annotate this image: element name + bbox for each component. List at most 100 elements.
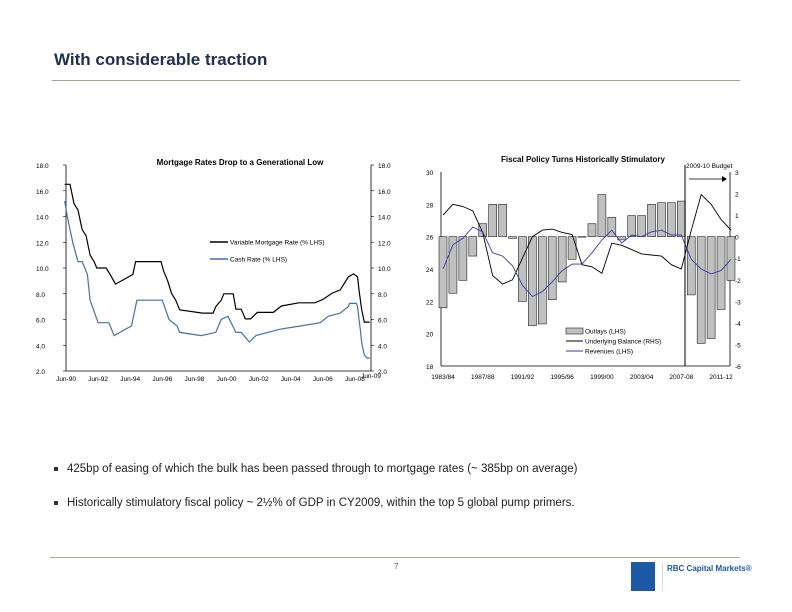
- y2-tick-label: 1: [735, 213, 739, 220]
- bar-outlays: [438, 236, 448, 309]
- slide-title: With considerable traction: [54, 50, 268, 69]
- x-tick-label: 2011-12: [709, 374, 733, 381]
- y2-tick-label: 10.0: [378, 266, 391, 273]
- x-tick-label: Jun-90: [56, 376, 76, 383]
- x-tick-label: Jun-00: [217, 376, 237, 383]
- bullet-marker: [54, 466, 58, 471]
- x-tick-label: Jun-98: [184, 376, 204, 383]
- y-tick-label: 10.0: [36, 266, 49, 273]
- y2-tick-label: 16.0: [378, 189, 391, 196]
- bar-outlays: [686, 236, 696, 296]
- y-tick-label: 14.0: [36, 215, 49, 222]
- bar-outlays: [547, 236, 557, 301]
- bar-outlays: [647, 204, 656, 237]
- bar-outlays: [597, 194, 607, 237]
- bar-outlays: [498, 204, 507, 237]
- bar-outlays: [508, 236, 517, 239]
- bar-outlays: [458, 236, 468, 281]
- y-tick-label: 18: [426, 364, 434, 371]
- rbc-logo: [631, 562, 655, 591]
- y2-tick-label: -3: [735, 299, 741, 306]
- bar-outlays: [696, 236, 706, 344]
- bar-outlays: [677, 200, 686, 237]
- chart-title: Fiscal Policy Turns Historically Stimula…: [501, 155, 665, 164]
- y2-tick-label: 12.0: [378, 240, 391, 247]
- x-tick-label: Jun-04: [281, 376, 301, 383]
- x-tick-label: Jun-92: [88, 376, 108, 383]
- legend-label: Revenues (LHS): [585, 349, 633, 356]
- y-tick-label: 16.0: [36, 189, 49, 196]
- logo-separator: [662, 563, 663, 591]
- y-tick-label: 26: [426, 235, 434, 242]
- y-tick-label: 28: [426, 202, 434, 209]
- y2-tick-label: 18.0: [378, 163, 391, 170]
- bar-outlays: [488, 204, 497, 237]
- x-tick-label: Jun-09: [361, 373, 381, 380]
- footer-divider: [50, 557, 740, 558]
- y-tick-label: 22: [426, 299, 434, 306]
- y-tick-label: 8.0: [36, 292, 45, 299]
- x-tick-label: 1995/96: [550, 374, 574, 381]
- arrow-head-icon: [722, 176, 727, 182]
- y2-tick-label: -1: [735, 256, 741, 263]
- series-line-revenues: [442, 226, 732, 298]
- y2-tick-label: 2: [735, 192, 739, 199]
- y-tick-label: 12.0: [36, 240, 49, 247]
- legend-label: Outlays (LHS): [585, 329, 626, 336]
- x-tick-label: 2007-08: [669, 374, 693, 381]
- bar-outlays: [716, 236, 726, 310]
- bar-outlays: [607, 216, 617, 237]
- bar-outlays: [528, 236, 537, 326]
- y2-tick-label: 0: [735, 235, 739, 242]
- bar-outlays: [537, 236, 547, 325]
- series-line-underlying-balance: [442, 193, 732, 285]
- y2-tick-label: -6: [735, 364, 741, 371]
- x-tick-label: Jun-96: [152, 376, 172, 383]
- y2-tick-label: 2.0: [378, 369, 387, 376]
- bar-outlays: [587, 223, 597, 237]
- y-tick-label: 30: [426, 170, 434, 177]
- y2-tick-label: 3: [735, 170, 739, 177]
- y2-tick-label: 4.0: [378, 343, 387, 350]
- legend-label: Cash Rate (% LHS): [230, 257, 287, 264]
- bullet-marker: [54, 500, 58, 505]
- bar-outlays: [627, 215, 636, 237]
- x-tick-label: Jun-08: [345, 376, 365, 383]
- x-tick-label: 1983/84: [431, 374, 455, 381]
- x-tick-label: 2003/04: [630, 374, 654, 381]
- bar-outlays: [468, 236, 478, 257]
- brand-name: RBC Capital Markets®: [667, 564, 752, 573]
- bar-outlays: [448, 236, 458, 294]
- bar-outlays: [667, 202, 676, 237]
- y-tick-label: 2.0: [36, 369, 45, 376]
- bar-outlays: [637, 215, 646, 237]
- bullet-2: Historically stimulatory fiscal policy ~…: [54, 497, 575, 509]
- y-tick-label: 24: [426, 267, 434, 274]
- bar-outlays: [706, 236, 716, 339]
- series-line-cash-rate: [64, 201, 370, 359]
- x-tick-label: Jun-02: [249, 376, 269, 383]
- y2-tick-label: 6.0: [378, 318, 387, 325]
- x-tick-label: Jun-06: [313, 376, 333, 383]
- y2-tick-label: -4: [735, 321, 741, 328]
- bar-outlays: [657, 202, 666, 237]
- y2-tick-label: 8.0: [378, 292, 387, 299]
- bullet-1: 425bp of easing of which the bulk has be…: [54, 463, 578, 475]
- bullet-text: Historically stimulatory fiscal policy ~…: [67, 497, 575, 509]
- bullet-text: 425bp of easing of which the bulk has be…: [67, 463, 578, 475]
- series-line-variable-mortgage-rate: [64, 183, 370, 323]
- bar-outlays: [518, 236, 527, 302]
- legend-label: Underlying Balance (RHS): [585, 339, 661, 346]
- y-tick-label: 6.0: [36, 318, 45, 325]
- y2-tick-label: 14.0: [378, 215, 391, 222]
- title-divider: [52, 80, 740, 81]
- y-tick-label: 4.0: [36, 343, 45, 350]
- bar-outlays: [567, 236, 577, 260]
- x-tick-label: 1987/88: [471, 374, 495, 381]
- legend-swatch: [565, 327, 584, 335]
- y-tick-label: 18.0: [36, 163, 49, 170]
- bar-outlays: [726, 236, 736, 281]
- y2-tick-label: -2: [735, 278, 741, 285]
